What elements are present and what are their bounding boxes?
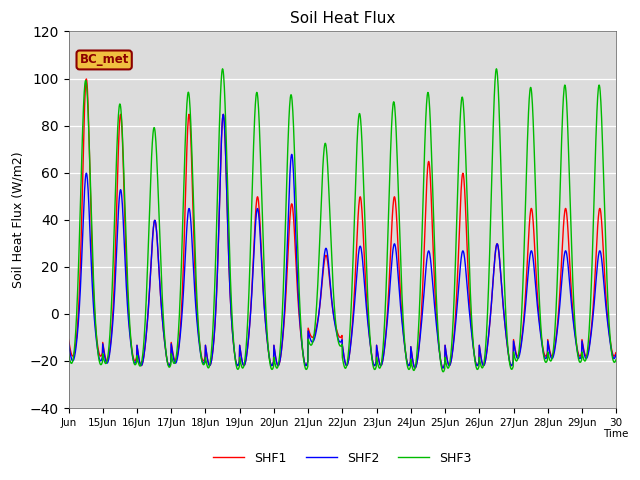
Line: SHF2: SHF2 — [68, 114, 616, 368]
SHF1 — [472, 360, 479, 365]
SHF3 — [612, 357, 620, 363]
Y-axis label: Soil Heat Flux (W/m2): Soil Heat Flux (W/m2) — [11, 151, 24, 288]
SHF3 — [328, 263, 336, 268]
SHF3 — [440, 369, 447, 374]
Legend: SHF1, SHF2, SHF3: SHF1, SHF2, SHF3 — [208, 446, 477, 469]
SHF1 — [65, 336, 72, 342]
SHF2 — [439, 365, 447, 371]
SHF3 — [65, 351, 72, 357]
Text: BC_met: BC_met — [79, 53, 129, 66]
Title: Soil Heat Flux: Soil Heat Flux — [290, 11, 395, 26]
SHF1 — [439, 365, 447, 371]
SHF1 — [318, 285, 326, 290]
SHF2 — [472, 360, 479, 366]
SHF3 — [150, 125, 158, 131]
Line: SHF1: SHF1 — [68, 79, 616, 368]
Line: SHF3: SHF3 — [68, 69, 616, 372]
SHF3 — [219, 66, 227, 72]
SHF1 — [612, 350, 620, 356]
SHF2 — [605, 334, 613, 340]
SHF1 — [552, 336, 560, 342]
SHF2 — [328, 300, 336, 306]
SHF2 — [220, 111, 227, 117]
SHF3 — [552, 309, 560, 314]
SHF3 — [472, 362, 479, 368]
SHF1 — [605, 332, 613, 337]
SHF1 — [150, 218, 158, 224]
SHF3 — [318, 189, 326, 194]
SHF1 — [328, 301, 336, 307]
SHF2 — [318, 282, 326, 288]
SHF2 — [65, 339, 72, 345]
SHF2 — [150, 219, 158, 225]
SHF3 — [605, 325, 613, 331]
SHF2 — [552, 339, 560, 345]
SHF2 — [612, 352, 620, 358]
SHF1 — [83, 76, 90, 82]
